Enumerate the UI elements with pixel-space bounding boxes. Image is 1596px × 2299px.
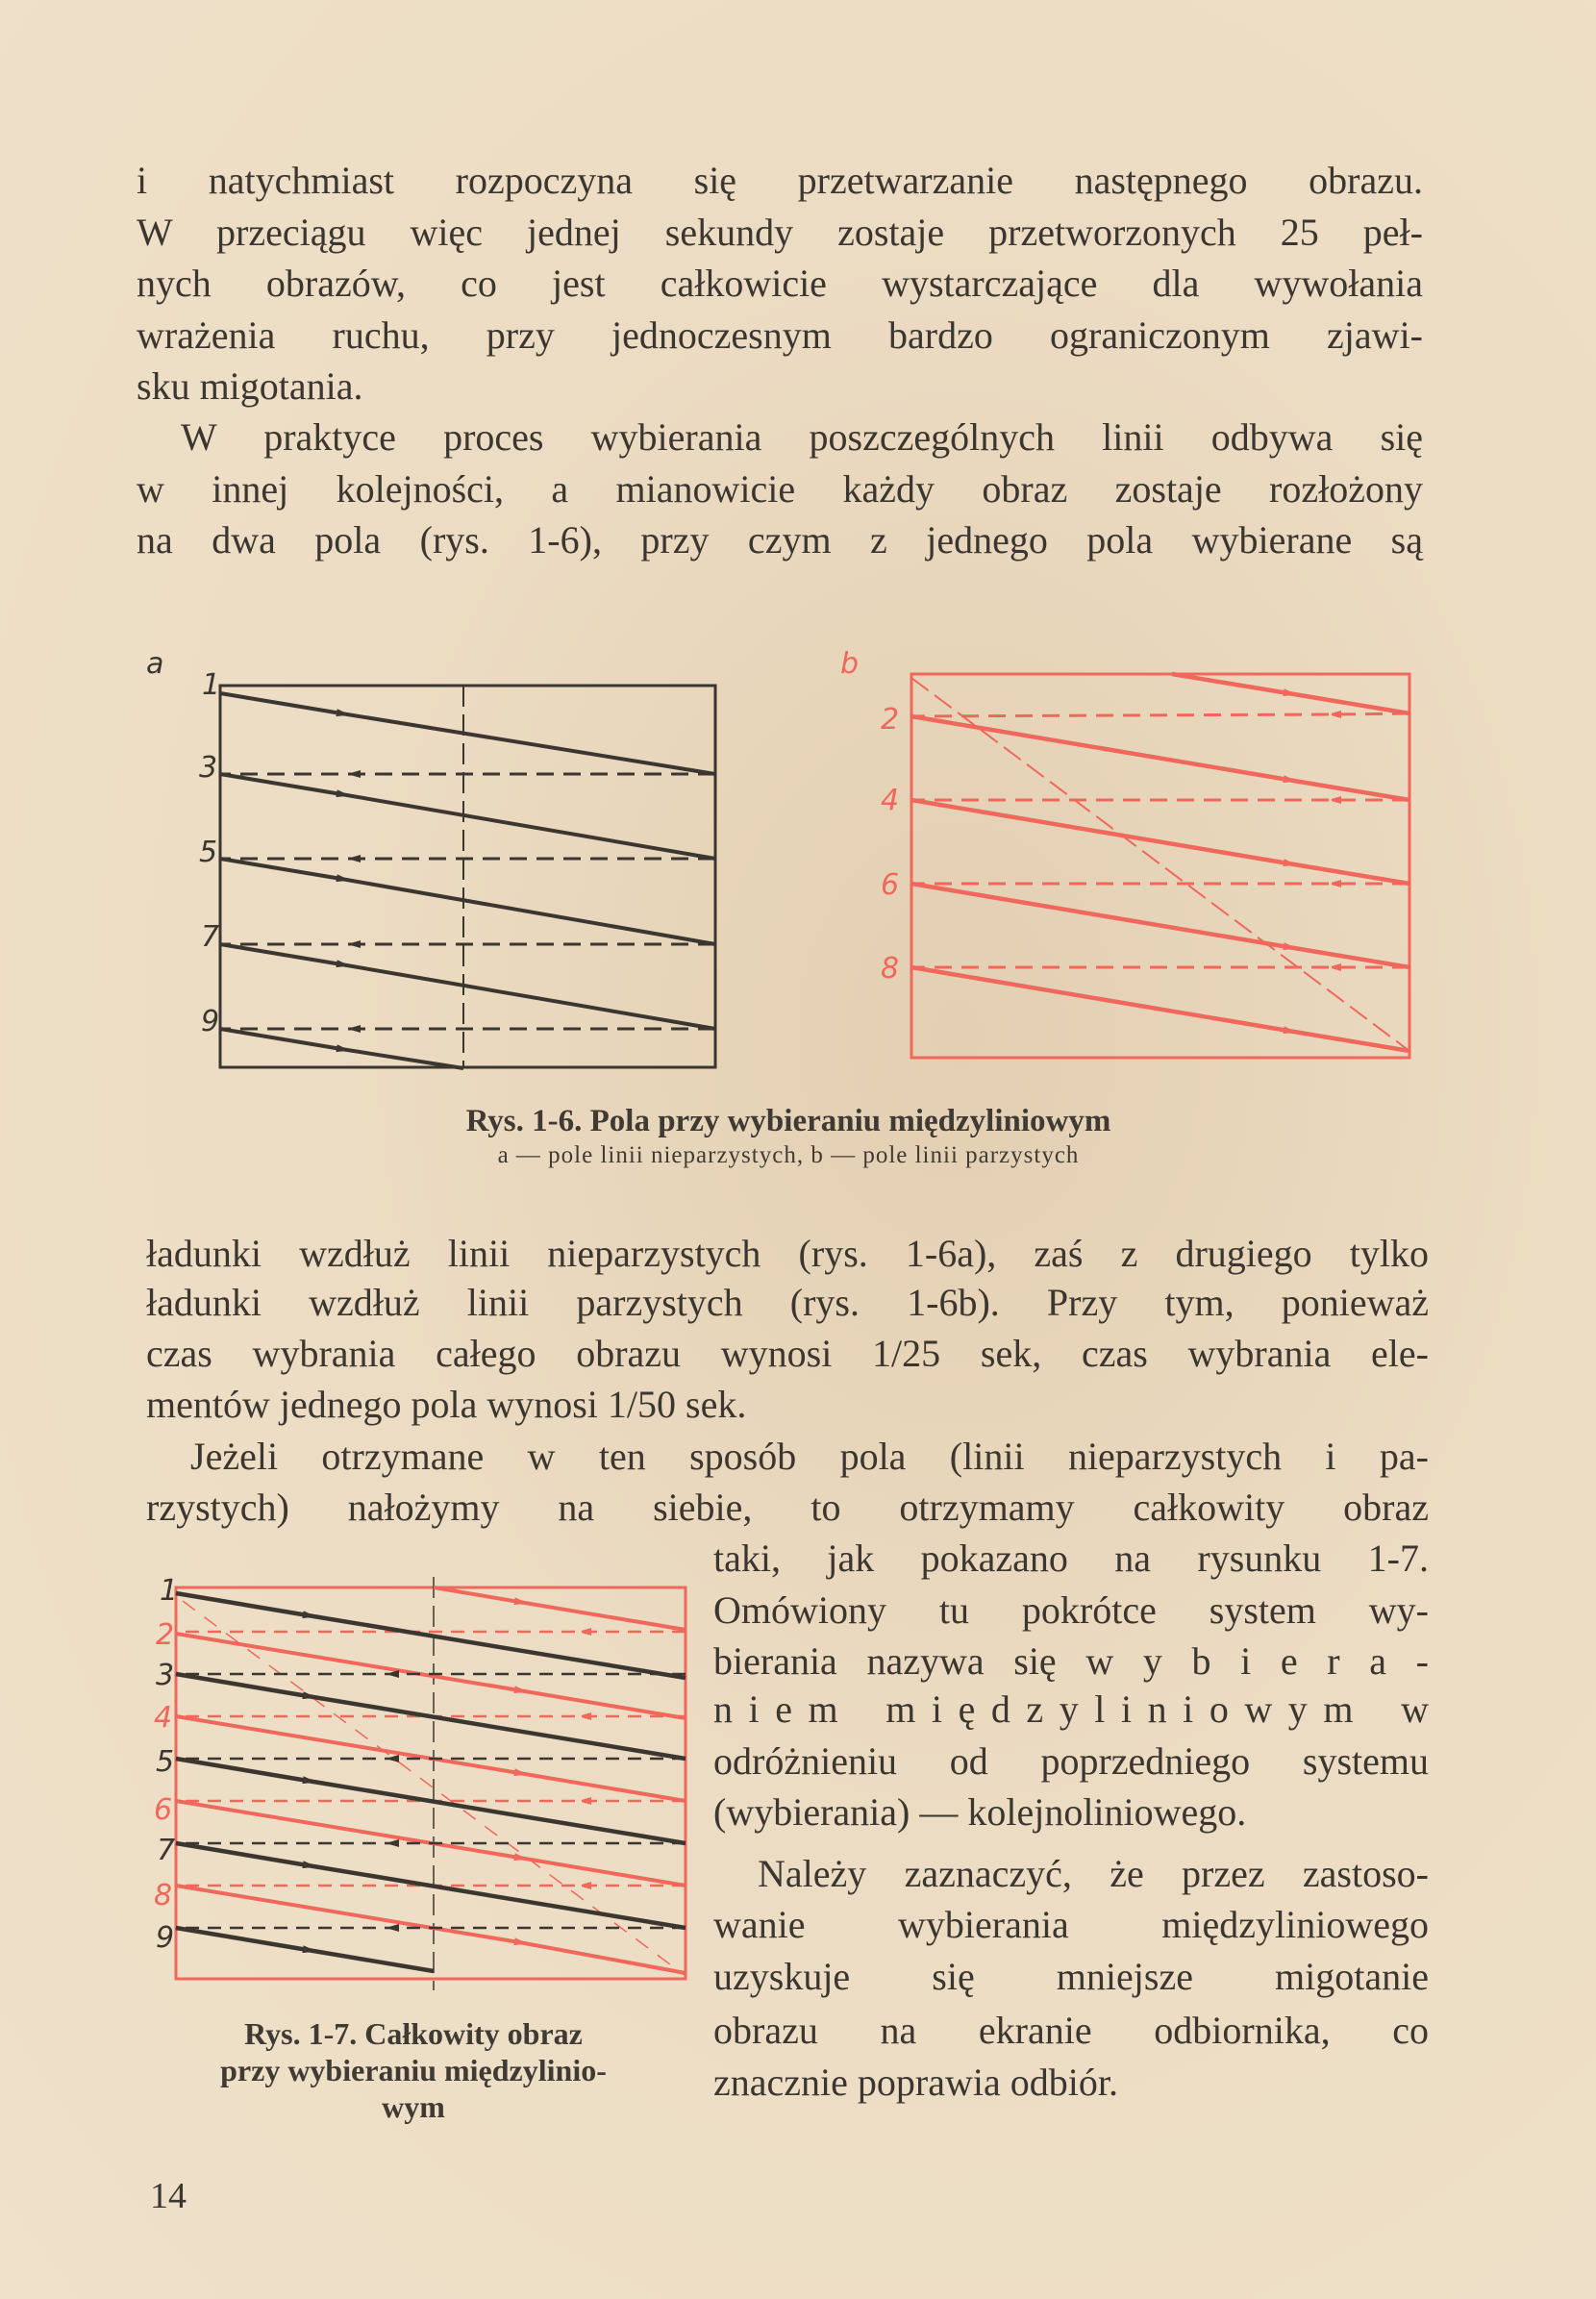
- text-line: rzystych) nałożymy na siebie, to otrzyma…: [146, 1486, 1429, 1529]
- text-line: n i e m m i ę d z y l i n i o w y m w: [713, 1687, 1429, 1731]
- text-line: obrazu na ekranie odbiornika, co: [713, 2009, 1429, 2052]
- text-line: w innej kolejności, a mianowicie każdy o…: [137, 467, 1423, 511]
- line-number: 8: [154, 1879, 172, 1912]
- text-line: sku migotania.: [137, 364, 363, 408]
- line-number: 1: [202, 668, 220, 702]
- figure-1-7-caption: Rys. 1-7. Całkowity obraz przy wybierani…: [144, 2015, 683, 2125]
- panel-b-label: b: [840, 647, 859, 681]
- line-number: 9: [156, 1921, 174, 1955]
- text-line: W przeciągu więc jednej sekundy zostaje …: [137, 211, 1423, 254]
- figure-1-6a-diagram: [218, 684, 717, 1070]
- figure-1-6-subcaption: a — pole linii nieparzystych, b — pole l…: [497, 1142, 1080, 1168]
- line-number: 3: [199, 751, 217, 785]
- text-line: ładunki wzdłuż linii nieparzystych (rys.…: [146, 1232, 1429, 1275]
- text-line: taki, jak pokazano na rysunku 1-7.: [713, 1537, 1429, 1580]
- line-number: 1: [160, 1574, 178, 1608]
- caption-line: Rys. 1-7. Całkowity obraz: [244, 2016, 583, 2051]
- text-line: Jeżeli otrzymane w ten sposób pola (lini…: [190, 1435, 1429, 1478]
- line-number: 7: [157, 1834, 175, 1867]
- caption-line: przy wybieraniu międzylinio-: [220, 2053, 607, 2087]
- figure-1-6b-labels: b 2 4 6 8: [840, 647, 899, 986]
- line-number: 2: [881, 703, 899, 737]
- figure-1-6b-diagram: [910, 671, 1411, 1060]
- text-line: nych obrazów, co jest całkowicie wystarc…: [137, 262, 1423, 305]
- text-line: W praktyce proces wybierania poszczególn…: [181, 415, 1423, 459]
- line-number: 8: [881, 952, 899, 986]
- line-number: 7: [201, 920, 219, 954]
- line-number: 3: [156, 1659, 174, 1692]
- text-line: Omówiony tu pokrótce system wy-: [713, 1588, 1429, 1632]
- text-line: bierania nazywa się w y b i e r a -: [713, 1639, 1429, 1683]
- text-line: mentów jednego pola wynosi 1/50 sek.: [146, 1383, 747, 1426]
- line-number: 5: [156, 1745, 174, 1779]
- page-number: 14: [150, 2176, 187, 2216]
- figure-1-7-diagram: [174, 1577, 687, 1990]
- text-line: wanie wybierania międzyliniowego: [713, 1903, 1429, 1946]
- line-number: 6: [154, 1793, 172, 1827]
- text-line: Należy zaznaczyć, że przez zastoso-: [758, 1852, 1429, 1895]
- text-line: wrażenia ruchu, przy jednoczesnym bardzo…: [137, 313, 1423, 357]
- text-line: ładunki wzdłuż linii parzystych (rys. 1-…: [146, 1281, 1429, 1324]
- text-line: (wybierania) — kolejnoliniowego.: [713, 1790, 1247, 1834]
- figure-1-6-caption: Rys. 1-6. Pola przy wybieraniu międzylin…: [465, 1104, 1111, 1138]
- line-number: 6: [881, 868, 899, 902]
- line-number: 2: [156, 1618, 174, 1652]
- line-number: 5: [199, 836, 217, 869]
- text-line: czas wybrania całego obrazu wynosi 1/25 …: [146, 1332, 1429, 1375]
- figure-1-6a-labels: a 1 3 5 7 9: [146, 647, 220, 1038]
- text-line: znacznie poprawia odbiór.: [713, 2061, 1118, 2104]
- line-number: 4: [154, 1701, 172, 1735]
- caption-line: wym: [382, 2089, 445, 2124]
- line-number: 9: [201, 1005, 219, 1038]
- text-line: i natychmiast rozpoczyna się przetwarzan…: [137, 159, 1423, 202]
- text-line: uzyskuje się mniejsze migotanie: [713, 1955, 1429, 1998]
- text-line: odróżnieniu od poprzedniego systemu: [713, 1739, 1429, 1783]
- figure-1-7-labels: 1 2 3 4 5 6 7 8 9: [154, 1574, 178, 1955]
- text-line: na dwa pola (rys. 1-6), przy czym z jedn…: [137, 518, 1423, 562]
- line-number: 4: [881, 784, 899, 817]
- panel-a-label: a: [146, 647, 163, 681]
